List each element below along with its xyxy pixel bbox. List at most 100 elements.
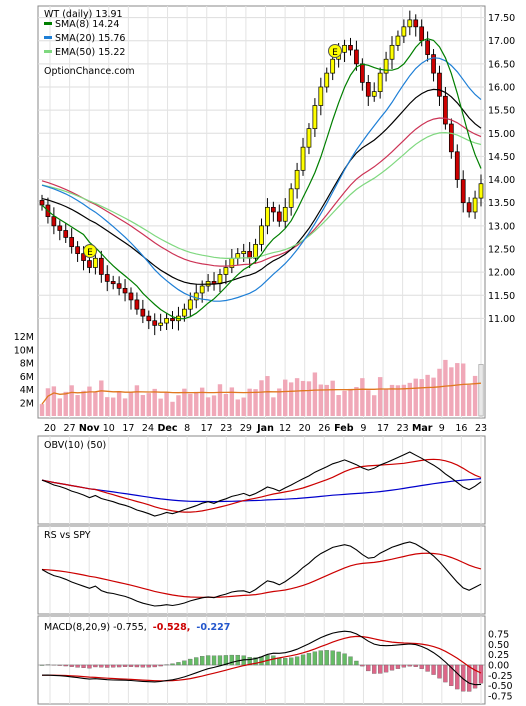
candle-body [57, 225, 63, 231]
volume-bar [39, 404, 45, 416]
volume-bar [372, 395, 377, 416]
candle-body [110, 281, 116, 285]
volume-bar [194, 391, 199, 416]
legend-sma8: SMA(8) 14.24 [55, 19, 119, 30]
volume-bar [461, 363, 466, 416]
legend-swatch-sma8 [44, 22, 52, 25]
candle-body [122, 287, 128, 294]
macd-histogram-bar [81, 664, 86, 668]
candle-body [259, 225, 264, 245]
volume-bar [128, 391, 134, 416]
macd-histogram-bar [437, 664, 442, 679]
volume-bar [330, 380, 335, 416]
sma8-line [41, 38, 482, 320]
volume-bar [271, 397, 276, 416]
ema50-line [41, 131, 482, 259]
rs-line [41, 541, 482, 607]
time-tick-label: Nov [79, 423, 100, 434]
volume-bar [259, 380, 264, 416]
candle-body [478, 183, 484, 199]
volume-bar [140, 395, 146, 416]
axis-labels: 17.50 17.00 16.50 16.00 15.50 15.00 14.50 14.00… [14, 13, 516, 702]
time-tick-label: 20 [44, 423, 56, 434]
time-tick-label: 9 [360, 423, 366, 434]
candle-body [146, 315, 152, 322]
macd-histogram-bar [372, 664, 377, 674]
macd-histogram-bar [253, 657, 258, 666]
candle-body [288, 188, 294, 208]
price-tick-label: 11.50 [488, 291, 515, 302]
time-tick-label: 20 [299, 423, 311, 434]
volume-ma-line [41, 382, 482, 405]
macd-histogram-bar [63, 664, 68, 667]
volume-bar [472, 375, 478, 416]
candle-body [51, 216, 57, 227]
price-tick-label: 13.50 [488, 198, 515, 209]
time-tick-label: 16 [455, 423, 467, 434]
candle-body [116, 283, 122, 289]
candle-body [348, 44, 353, 51]
macd-histogram-bar [105, 664, 110, 668]
volume-bar [51, 386, 57, 416]
candle-body [413, 19, 419, 28]
candle-body [318, 86, 324, 106]
macd-histogram-bar [455, 664, 460, 690]
macd-histogram-bar [289, 657, 294, 666]
macd-histogram-bar [389, 664, 395, 671]
candle-body [241, 250, 247, 254]
volume-bar [306, 381, 312, 416]
volume-bar [110, 397, 116, 416]
volume-tick-label: 2M [20, 398, 34, 409]
volume-bar [75, 395, 80, 416]
macd-histogram-bar [377, 664, 383, 674]
macd-histogram-bar [395, 664, 401, 669]
rs-label: RS vs SPY [44, 530, 91, 541]
volume-bar [478, 364, 484, 417]
macd-histogram-bar [478, 664, 484, 684]
rs-ma-line [41, 552, 482, 598]
time-tick-label: Dec [158, 423, 178, 434]
candle-body [395, 35, 401, 46]
macd-tick-label: 0.50 [488, 640, 509, 651]
price-tick-label: 15.00 [488, 129, 515, 140]
macd-histogram-bar [443, 664, 448, 683]
watermark-text: OptionChance.com [44, 66, 135, 77]
volume-bar [63, 391, 68, 416]
candle-body [164, 318, 169, 324]
volume-bar [69, 385, 74, 416]
candle-body [437, 72, 442, 97]
macd-histogram-bar [306, 653, 312, 666]
candle-body [187, 299, 193, 310]
volume-bar [354, 387, 359, 416]
candle-body [377, 72, 383, 92]
volume-bar [277, 388, 282, 416]
candle-body [253, 244, 258, 259]
macd-histogram-bar [342, 653, 347, 666]
legend-swatch-ema50 [44, 50, 52, 53]
volume-bar [300, 380, 306, 416]
macd-tick-label: -0.75 [488, 691, 513, 702]
rs-panel-frame [37, 525, 486, 615]
candle-body [466, 202, 472, 213]
volume-bar [419, 379, 424, 416]
volume-tick-label: 12M [14, 332, 34, 343]
candle-body [63, 230, 69, 238]
candle-body [265, 206, 270, 227]
volume-bar [182, 388, 187, 416]
price-tick-label: 17.00 [488, 36, 515, 47]
time-tick-label: 9 [439, 423, 445, 434]
macd-histogram-bar [300, 654, 306, 666]
candle-body [87, 260, 92, 268]
candle-body [199, 285, 205, 294]
macd-histogram-bar [140, 664, 146, 668]
macd-histogram-bar [223, 655, 229, 666]
volume-bar [437, 368, 442, 416]
volume-bar [466, 384, 472, 416]
macd-histogram-bar [194, 657, 199, 666]
candle-body [140, 308, 146, 317]
earnings-label-jan: E [332, 48, 338, 58]
macd-histogram-bar [312, 651, 318, 666]
volume-bar [241, 397, 246, 416]
volume-bar [318, 384, 324, 416]
